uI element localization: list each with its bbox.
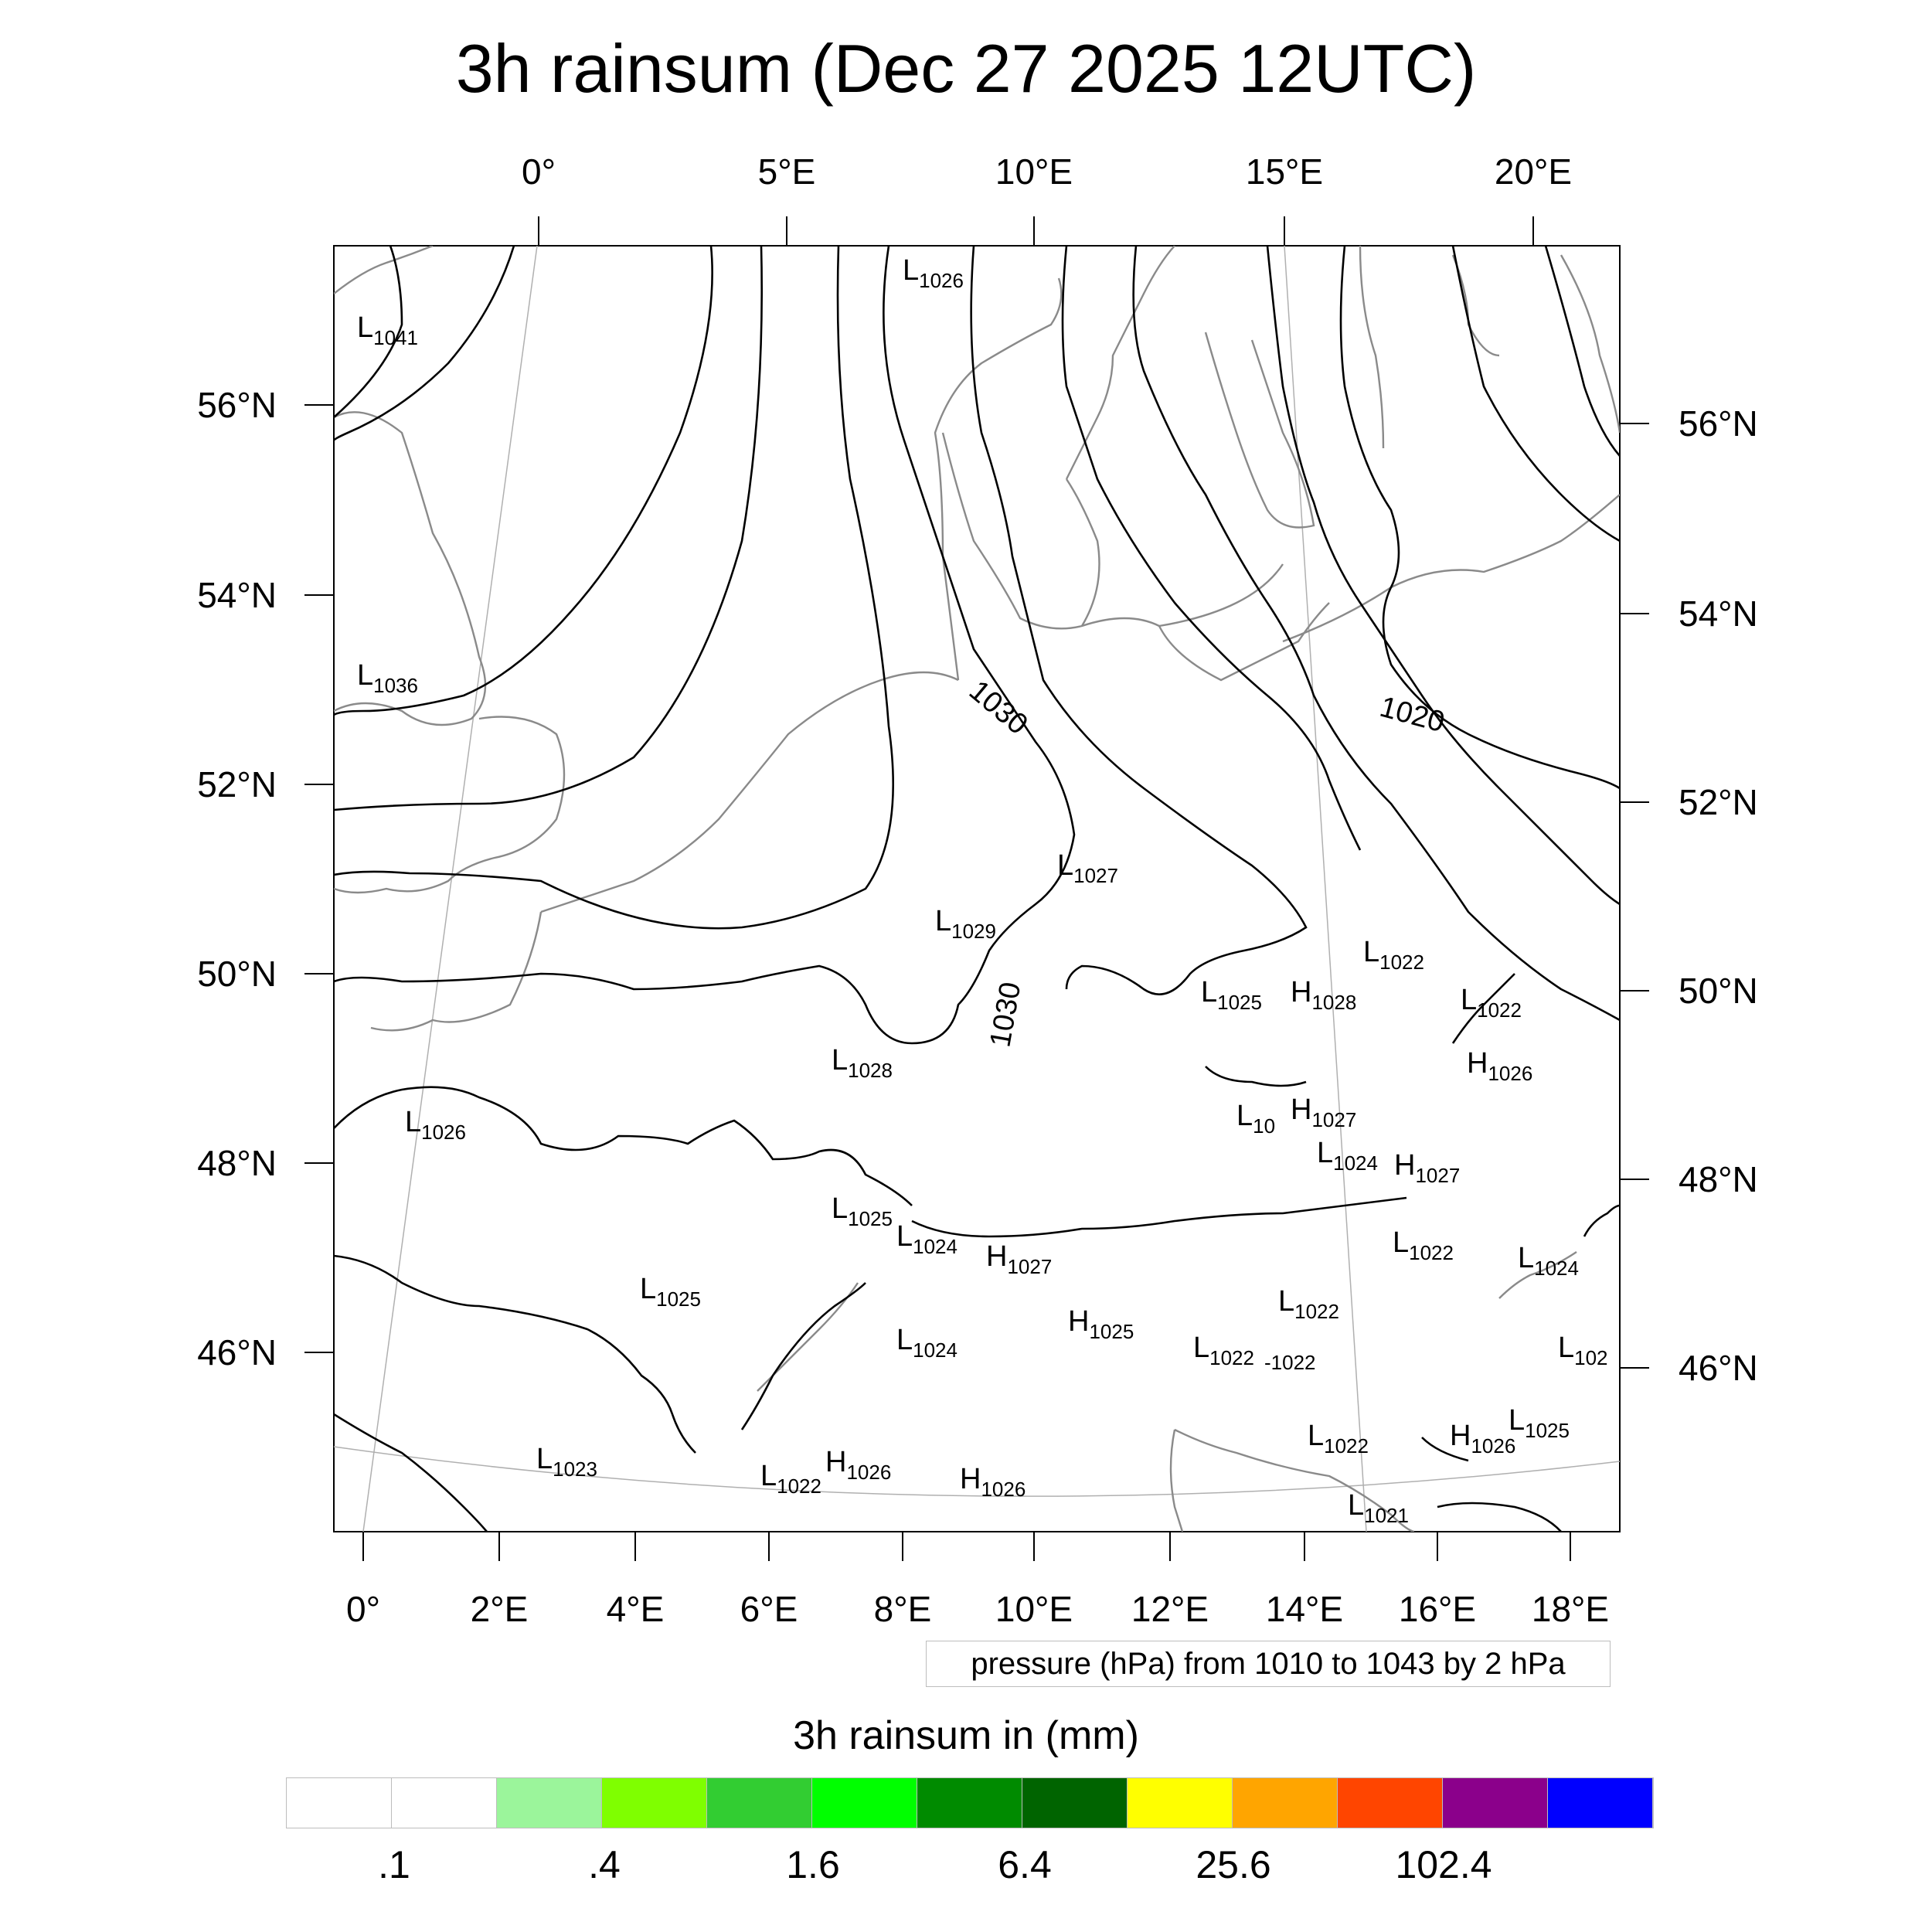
right-axis-label: 48°N <box>1679 1159 1758 1199</box>
pressure-center-label: L1029 <box>935 905 996 943</box>
pressure-center-label: L1025 <box>1509 1404 1570 1442</box>
colorbar-label: 25.6 <box>1196 1843 1271 1886</box>
pressure-center-label: L1022 <box>1461 984 1522 1022</box>
colorbar-cell <box>287 1778 392 1828</box>
grid-parallel-45 <box>333 1446 1621 1497</box>
bottom-axis-label: 8°E <box>874 1589 932 1629</box>
bottom-axis-label: 10°E <box>995 1589 1073 1629</box>
colorbar <box>286 1777 1654 1828</box>
pressure-center-label: H1025 <box>1068 1305 1134 1343</box>
pressure-center-label: L1022 <box>1308 1420 1369 1458</box>
colorbar-label: .1 <box>378 1843 410 1886</box>
colorbar-label: 6.4 <box>998 1843 1052 1886</box>
pressure-center-label: H1026 <box>960 1463 1026 1501</box>
plot-frame <box>333 245 1621 1532</box>
colorbar-cell <box>812 1778 917 1828</box>
colorbar-cell <box>1548 1778 1653 1828</box>
pressure-center-label: H1027 <box>986 1240 1052 1278</box>
top-axis-label: 15°E <box>1246 151 1323 192</box>
colorbar-cell <box>1443 1778 1548 1828</box>
pressure-center-label: H1028 <box>1291 976 1356 1014</box>
pressure-centers: L1041 L1036 L1026 L1027 L1029 L1028 L102… <box>357 254 1608 1527</box>
bottom-axis-label: 6°E <box>740 1589 798 1629</box>
pressure-center-label: L1022 <box>1193 1332 1254 1369</box>
pressure-center-label: L1027 <box>1057 849 1118 887</box>
pressure-center-label: L1024 <box>896 1324 957 1362</box>
right-axis-label: 50°N <box>1679 971 1758 1011</box>
top-axis-label: 10°E <box>995 151 1073 192</box>
pressure-center-label: L1022 <box>760 1460 821 1498</box>
left-axis-label: 52°N <box>197 764 277 804</box>
pressure-center-label: L102 <box>1558 1332 1608 1369</box>
pressure-note: pressure (hPa) from 1010 to 1043 by 2 hP… <box>926 1641 1611 1687</box>
pressure-center-label: L1025 <box>1201 976 1262 1014</box>
pressure-center-label: L10 <box>1236 1100 1275 1138</box>
pressure-center-label: L1041 <box>357 311 418 349</box>
grid-meridian-15 <box>1284 245 1367 1532</box>
grid-meridian-0 <box>362 245 538 1532</box>
isobars <box>334 246 1620 1532</box>
pressure-center-label: L1025 <box>832 1192 893 1230</box>
colorbar-title: 3h rainsum in (mm) <box>793 1713 1139 1758</box>
contour-label: 1030 <box>984 980 1027 1050</box>
pressure-center-label: L1021 <box>1348 1489 1409 1527</box>
pressure-center-label: L1024 <box>1518 1242 1579 1280</box>
pressure-center-label: L1024 <box>896 1220 957 1258</box>
pressure-center-label: H1027 <box>1394 1149 1460 1187</box>
map-title: 3h rainsum (Dec 27 2025 12UTC) <box>455 30 1477 107</box>
pressure-center-label: L1023 <box>536 1443 597 1481</box>
bottom-axis-label: 12°E <box>1131 1589 1209 1629</box>
pressure-center-label: L1022 <box>1363 936 1424 974</box>
colorbar-cell <box>707 1778 812 1828</box>
pressure-center-label: L1036 <box>357 659 418 697</box>
pressure-center-label: H1026 <box>825 1446 891 1484</box>
left-axis-label: 50°N <box>197 954 277 994</box>
top-axis-label: 0° <box>522 151 556 192</box>
pressure-center-label: L1028 <box>832 1044 893 1082</box>
colorbar-cell <box>1338 1778 1443 1828</box>
bottom-axis-label: 16°E <box>1399 1589 1476 1629</box>
stray-contour-label: -1022 <box>1264 1351 1316 1374</box>
colorbar-cell <box>392 1778 497 1828</box>
pressure-center-label: H1026 <box>1467 1047 1532 1085</box>
colorbar-cell <box>1022 1778 1128 1828</box>
pressure-center-label: L1022 <box>1278 1285 1339 1323</box>
colorbar-cell <box>1233 1778 1338 1828</box>
bottom-axis-label: 18°E <box>1532 1589 1609 1629</box>
bottom-axis-label: 14°E <box>1266 1589 1343 1629</box>
pressure-center-label: L1022 <box>1393 1226 1454 1264</box>
colorbar-label: .4 <box>588 1843 621 1886</box>
pressure-center-label: H1027 <box>1291 1094 1356 1131</box>
left-axis-label: 46°N <box>197 1332 277 1372</box>
pressure-center-label: L1026 <box>903 254 964 292</box>
right-axis-label: 54°N <box>1679 594 1758 634</box>
right-axis-label: 56°N <box>1679 403 1758 444</box>
bottom-axis-label: 2°E <box>471 1589 529 1629</box>
bottom-axis-label: 4°E <box>607 1589 665 1629</box>
pressure-center-label: L1025 <box>640 1273 701 1311</box>
colorbar-cell <box>917 1778 1022 1828</box>
colorbar-cell <box>1128 1778 1233 1828</box>
top-axis-label: 20°E <box>1495 151 1572 192</box>
pressure-center-label: L1024 <box>1317 1137 1378 1175</box>
left-axis-label: 48°N <box>197 1143 277 1183</box>
right-axis-label: 46°N <box>1679 1348 1758 1388</box>
colorbar-label: 1.6 <box>786 1843 840 1886</box>
top-axis-label: 5°E <box>758 151 816 192</box>
right-axis-label: 52°N <box>1679 782 1758 822</box>
colorbar-cell <box>602 1778 707 1828</box>
coastlines <box>334 246 1620 1532</box>
bottom-axis-label: 0° <box>346 1589 380 1629</box>
colorbar-label: 102.4 <box>1395 1843 1492 1886</box>
pressure-center-label: L1026 <box>405 1106 466 1144</box>
pressure-center-label: H1026 <box>1450 1420 1515 1458</box>
colorbar-cell <box>497 1778 602 1828</box>
contour-label: 1020 <box>1376 691 1448 739</box>
left-axis-label: 56°N <box>197 385 277 425</box>
left-axis-label: 54°N <box>197 575 277 615</box>
